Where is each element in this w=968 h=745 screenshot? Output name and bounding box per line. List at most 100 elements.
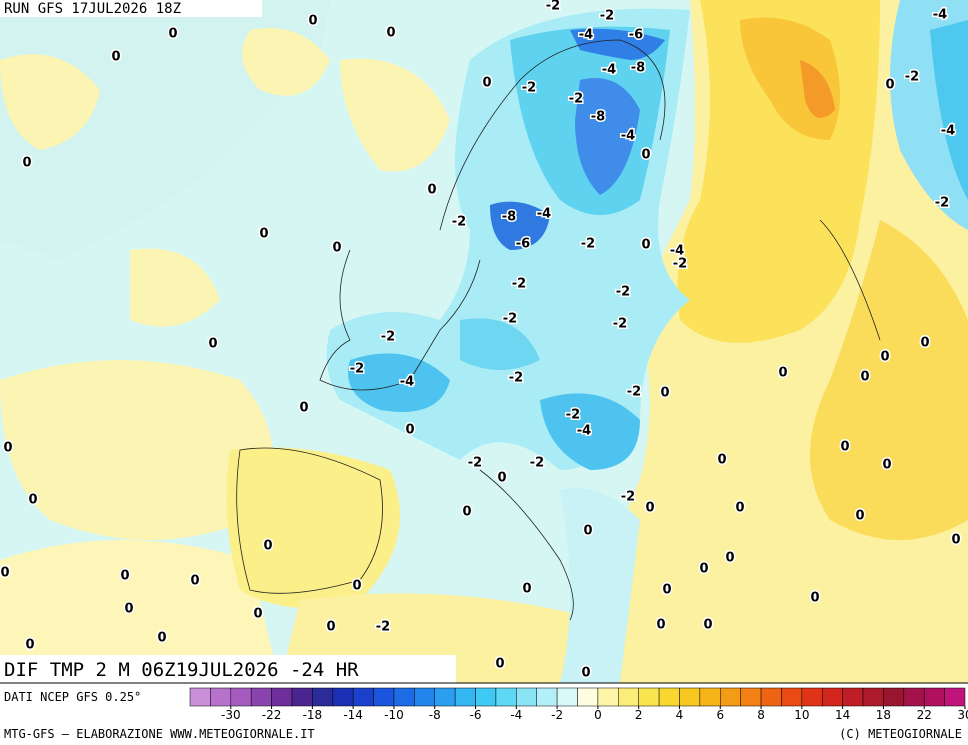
color-swatch (883, 687, 905, 707)
contour-label: -6 (516, 237, 530, 252)
field (242, 28, 330, 96)
tick-label: -8 (429, 708, 441, 722)
color-swatch (495, 687, 517, 707)
tick-label: -14 (343, 708, 363, 722)
contour-label: -2 (452, 215, 466, 230)
contour-label: 0 (352, 579, 361, 594)
contour-label: -2 (613, 317, 627, 332)
field (348, 353, 450, 412)
color-swatch (536, 687, 558, 707)
field (0, 540, 280, 683)
contour-label: -2 (621, 490, 635, 505)
contour-label: -4 (670, 244, 684, 259)
coastline (439, 39, 666, 231)
color-swatch (556, 687, 578, 707)
color-swatch (842, 687, 864, 707)
contour-label: 0 (885, 78, 894, 93)
tick-label: -30 (221, 708, 241, 722)
temperature-field (0, 0, 968, 683)
color-swatch (862, 687, 884, 707)
contour-label: -2 (376, 620, 390, 635)
tick-label: 4 (676, 708, 684, 722)
color-swatch (291, 687, 313, 707)
tick-label: 14 (835, 708, 850, 722)
color-swatch (475, 687, 497, 707)
tick-label: -22 (262, 708, 282, 722)
field (560, 488, 640, 683)
tick-label: -2 (551, 708, 563, 722)
tick-label: -10 (384, 708, 404, 722)
tick-label: 22 (917, 708, 932, 722)
field (0, 54, 100, 150)
contour-label: 0 (951, 533, 960, 548)
contour-label: 0 (190, 574, 199, 589)
contour-label: 0 (111, 50, 120, 65)
color-swatch (352, 687, 374, 707)
contour-label: -4 (602, 63, 616, 78)
contour-label: 0 (810, 591, 819, 606)
contour-label: -2 (673, 257, 687, 272)
contour-label: 0 (462, 505, 471, 520)
contour-label: -2 (522, 81, 536, 96)
tick-label: 8 (757, 708, 765, 722)
contour-label: 0 (882, 458, 891, 473)
contour-label: -2 (600, 9, 614, 24)
contour-label: 0 (735, 501, 744, 516)
contour-label: 0 (157, 631, 166, 646)
contour-label: 0 (208, 337, 217, 352)
contour-label: 0 (662, 583, 671, 598)
color-swatch (454, 687, 476, 707)
contour-label: 0 (253, 607, 262, 622)
contour-labels: 00 00-2-2-4 -6-4-4 -8-200 -2-2-8-40-400-2-2-… (0, 0, 962, 682)
contour-label: 0 (778, 366, 787, 381)
contour-label: 0 (641, 238, 650, 253)
color-swatch (699, 687, 721, 707)
contour-label: 0 (920, 336, 929, 351)
contour-label: -4 (933, 8, 947, 23)
color-swatch (638, 687, 660, 707)
color-swatch (658, 687, 680, 707)
contour-label: 0 (299, 401, 308, 416)
contour-label: -2 (905, 70, 919, 85)
contour-label: -4 (577, 424, 591, 439)
color-swatch (414, 687, 435, 707)
contour-label: 0 (124, 602, 133, 617)
color-swatch (679, 687, 701, 707)
product-box (0, 655, 456, 683)
contour-label: 0 (427, 183, 436, 198)
contour-label: -4 (621, 129, 635, 144)
contour-label: 0 (0, 566, 9, 581)
contour-label: 0 (522, 582, 531, 597)
contour-label: 0 (656, 618, 665, 633)
contour-label: -4 (941, 124, 955, 139)
contour-label: 0 (332, 241, 341, 256)
color-swatch (373, 687, 395, 707)
contour-label: 0 (3, 441, 12, 456)
color-swatch (210, 687, 232, 707)
coastlines (236, 39, 881, 621)
field (490, 201, 550, 250)
contour-label: -2 (569, 92, 583, 107)
contour-label: 0 (28, 493, 37, 508)
color-swatch (923, 687, 945, 707)
field (800, 60, 835, 118)
color-swatch (577, 687, 599, 707)
tick-label: 2 (635, 708, 643, 722)
tick-label: 18 (876, 708, 891, 722)
footer-right: (C) METEOGIORNALE (839, 727, 962, 741)
contour-label: 0 (717, 453, 726, 468)
contour-label: 0 (641, 148, 650, 163)
color-swatch (801, 687, 823, 707)
coastline (319, 249, 481, 391)
contour-label: 0 (581, 666, 590, 681)
contour-label: -2 (381, 330, 395, 345)
field (930, 20, 968, 200)
contour-label: -2 (503, 312, 517, 327)
field (226, 447, 400, 608)
contour-label: 0 (703, 618, 712, 633)
contour-label: -2 (468, 456, 482, 471)
field (570, 28, 665, 60)
contour-label: 0 (880, 350, 889, 365)
color-swatch (720, 687, 741, 707)
contour-label: 0 (120, 569, 129, 584)
